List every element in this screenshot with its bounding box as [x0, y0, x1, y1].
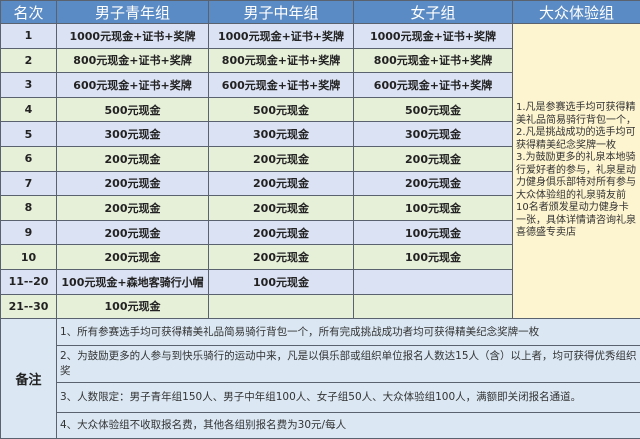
- prize-cell: 500元现金: [57, 97, 209, 122]
- rank-cell: 21--30: [1, 294, 57, 319]
- prize-cell: 500元现金: [209, 97, 354, 122]
- header-public: 大众体验组: [513, 1, 640, 24]
- public-group-text: 1.凡是参赛选手均可获得精美礼品简易骑行背包一个， 2.凡是挑战成功的选手均可获…: [516, 102, 637, 240]
- public-group-cell: 1.凡是参赛选手均可获得精美礼品简易骑行背包一个， 2.凡是挑战成功的选手均可获…: [513, 24, 640, 319]
- prize-cell: [354, 269, 513, 294]
- prize-cell: 200元现金: [57, 245, 209, 270]
- prize-cell: [354, 294, 513, 319]
- rank-cell: 11--20: [1, 269, 57, 294]
- rank-cell: 9: [1, 220, 57, 245]
- prize-cell: 100元现金+森地客骑行小帽: [57, 269, 209, 294]
- notes-label: 备注: [1, 319, 57, 439]
- note-item: 3、人数限定：男子青年组150人、男子中年组100人、女子组50人、大众体验组1…: [57, 383, 640, 413]
- prize-cell: 200元现金: [57, 171, 209, 196]
- prize-cell: 1000元现金+证书+奖牌: [354, 24, 513, 49]
- prize-cell: 300元现金: [57, 122, 209, 147]
- rank-cell: 10: [1, 245, 57, 270]
- rank-cell: 3: [1, 73, 57, 98]
- header-women: 女子组: [354, 1, 513, 24]
- note-item: 4、大众体验组不收取报名费，其他各组别报名费为30元/每人: [57, 413, 640, 439]
- prize-cell: 200元现金: [57, 196, 209, 221]
- note-item: 1、所有参赛选手均可获得精美礼品简易骑行背包一个，所有完成挑战成功者均可获得精美…: [57, 319, 640, 346]
- prize-cell: 200元现金: [209, 220, 354, 245]
- prize-cell: 100元现金: [57, 294, 209, 319]
- prize-cell: 200元现金: [57, 146, 209, 171]
- prize-cell: 800元现金+证书+奖牌: [354, 48, 513, 73]
- rank-cell: 1: [1, 24, 57, 49]
- rank-cell: 2: [1, 48, 57, 73]
- rank-cell: 8: [1, 196, 57, 221]
- rank-cell: 4: [1, 97, 57, 122]
- note-item: 2、为鼓励更多的人参与到快乐骑行的运动中来，凡是以俱乐部或组织单位报名人数达15…: [57, 346, 640, 383]
- prize-cell: 1000元现金+证书+奖牌: [57, 24, 209, 49]
- prize-cell: 200元现金: [209, 196, 354, 221]
- prize-cell: 100元现金: [354, 220, 513, 245]
- header-row: 名次 男子青年组 男子中年组 女子组 大众体验组: [1, 1, 640, 24]
- header-rank: 名次: [1, 1, 57, 24]
- prize-cell: 100元现金: [209, 269, 354, 294]
- rank-cell: 6: [1, 146, 57, 171]
- prize-cell: 800元现金+证书+奖牌: [209, 48, 354, 73]
- note-row: 4、大众体验组不收取报名费，其他各组别报名费为30元/每人: [1, 413, 640, 439]
- prize-cell: 500元现金: [354, 97, 513, 122]
- prize-cell: 200元现金: [354, 146, 513, 171]
- header-men-youth: 男子青年组: [57, 1, 209, 24]
- prize-cell: 1000元现金+证书+奖牌: [209, 24, 354, 49]
- rank-cell: 7: [1, 171, 57, 196]
- prize-cell: 100元现金: [354, 196, 513, 221]
- rank-cell: 5: [1, 122, 57, 147]
- prize-cell: 200元现金: [57, 220, 209, 245]
- prize-cell: 200元现金: [354, 171, 513, 196]
- prize-cell: 200元现金: [209, 171, 354, 196]
- header-men-middle: 男子中年组: [209, 1, 354, 24]
- prize-cell: 600元现金+证书+奖牌: [354, 73, 513, 98]
- prize-cell: 300元现金: [209, 122, 354, 147]
- prize-cell: 600元现金+证书+奖牌: [57, 73, 209, 98]
- prize-cell: 800元现金+证书+奖牌: [57, 48, 209, 73]
- prize-cell: 100元现金: [354, 245, 513, 270]
- prize-cell: 600元现金+证书+奖牌: [209, 73, 354, 98]
- prize-cell: [209, 294, 354, 319]
- prize-cell: 300元现金: [354, 122, 513, 147]
- note-row: 3、人数限定：男子青年组150人、男子中年组100人、女子组50人、大众体验组1…: [1, 383, 640, 413]
- note-row: 2、为鼓励更多的人参与到快乐骑行的运动中来，凡是以俱乐部或组织单位报名人数达15…: [1, 346, 640, 383]
- prize-cell: 200元现金: [209, 245, 354, 270]
- prize-cell: 200元现金: [209, 146, 354, 171]
